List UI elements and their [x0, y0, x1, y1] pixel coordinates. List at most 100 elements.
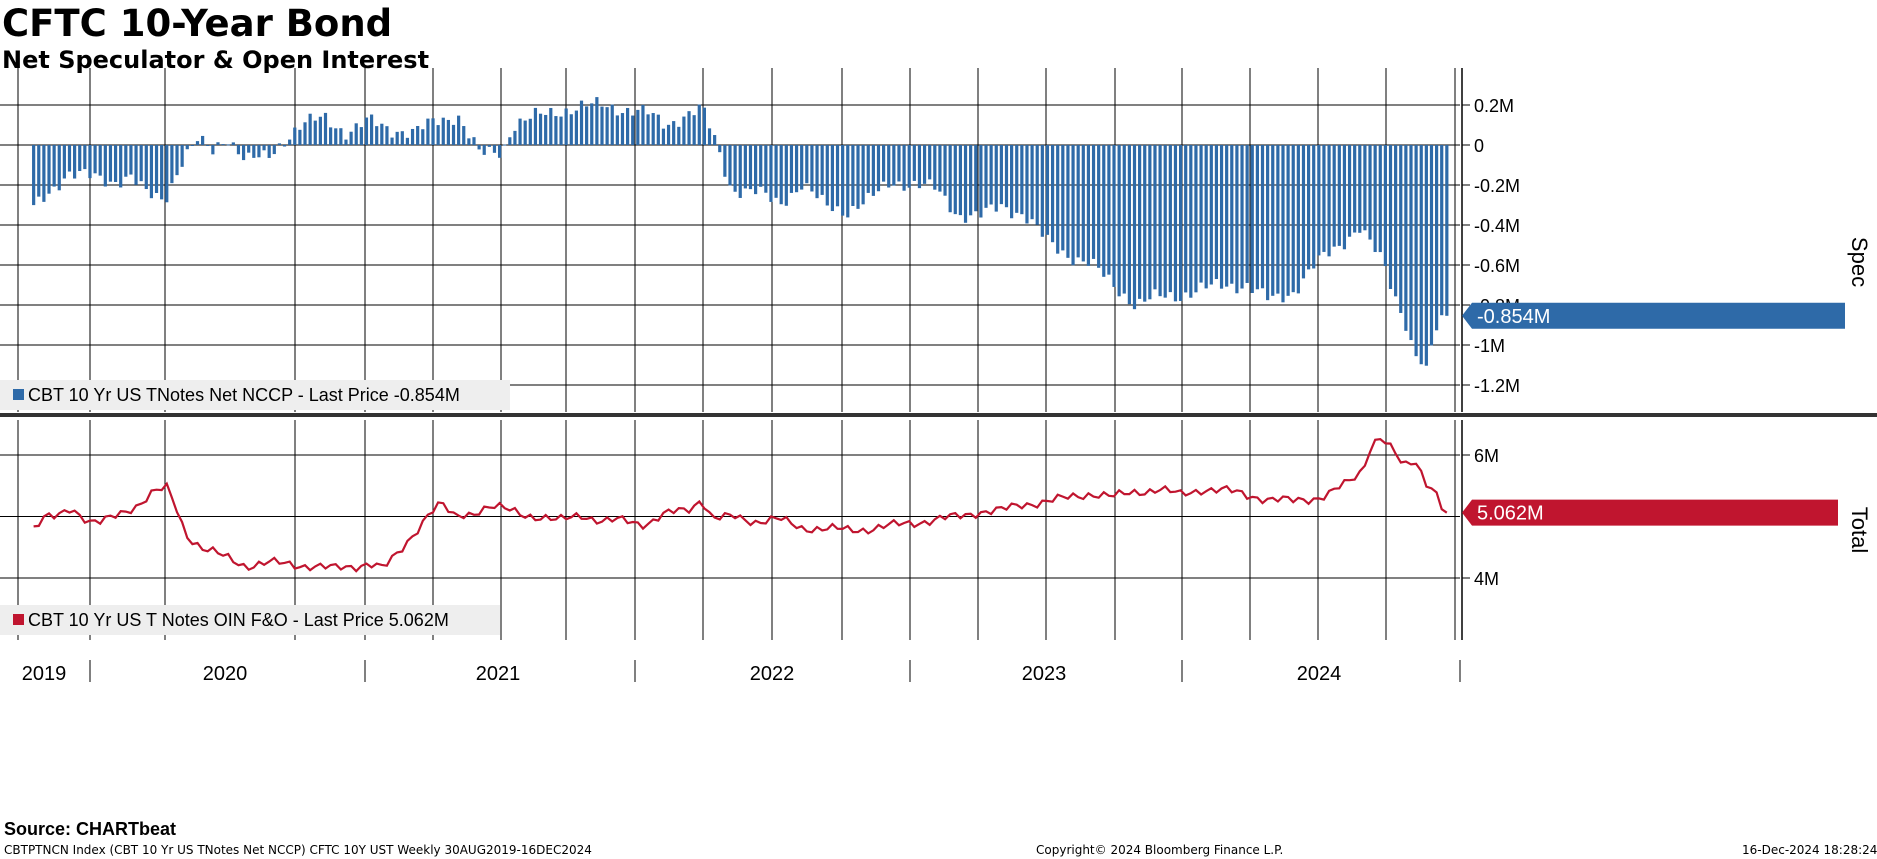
- spec-bar: [595, 97, 599, 145]
- spec-bar: [1102, 145, 1106, 277]
- spec-bar: [1081, 145, 1085, 262]
- spec-bar: [52, 145, 56, 187]
- spec-bar: [329, 127, 333, 145]
- spec-bar: [549, 107, 553, 145]
- spec-bar: [1404, 145, 1408, 331]
- oi-last-badge-text: 5.062M: [1477, 503, 1544, 525]
- spec-bar: [748, 145, 753, 190]
- spec-bar: [1394, 145, 1398, 297]
- spec-bar: [129, 145, 133, 175]
- spec-bar: [805, 145, 809, 184]
- xaxis-year-label: 2024: [1297, 663, 1342, 685]
- spec-bar: [1429, 145, 1434, 346]
- spec-bar: [789, 145, 794, 193]
- spec-bar: [702, 107, 706, 145]
- spec-bar: [272, 145, 276, 155]
- ytick-label-top: -0.2M: [1474, 176, 1520, 196]
- spec-bar: [1209, 145, 1213, 285]
- spec-bar: [958, 145, 963, 216]
- spec-bar: [344, 139, 348, 145]
- spec-bar: [1189, 145, 1193, 298]
- spec-bar: [185, 145, 189, 150]
- spec-bar: [1163, 145, 1167, 298]
- spec-bar: [774, 145, 778, 198]
- spec-bar: [369, 114, 374, 145]
- spec-bar: [93, 145, 97, 174]
- spec-bar: [1199, 145, 1203, 283]
- spec-bar: [544, 114, 548, 145]
- spec-bar: [1291, 145, 1295, 293]
- spec-bar: [201, 135, 205, 145]
- spec-bar: [769, 145, 773, 202]
- last-value-badges: -0.854M 5.062M: [1462, 302, 1845, 526]
- spec-last-badge-bg: [1462, 302, 1845, 329]
- spec-bar: [974, 145, 978, 212]
- spec-bar: [1178, 145, 1183, 301]
- spec-bar: [216, 142, 220, 145]
- spec-bar: [1097, 145, 1101, 268]
- spec-bar: [651, 113, 655, 145]
- spec-bar: [963, 145, 968, 223]
- spec-bar: [523, 120, 527, 145]
- spec-bar: [477, 145, 481, 150]
- spec-bar: [928, 145, 932, 180]
- spec-bar: [1317, 145, 1321, 256]
- spec-bar: [78, 145, 82, 172]
- spec-bar: [1173, 145, 1178, 302]
- spec-bar: [1112, 145, 1116, 287]
- spec-bar: [1342, 145, 1347, 250]
- spec-bar: [646, 114, 650, 145]
- grid-bottom: [0, 420, 1463, 640]
- source-label: Source: CHARTbeat: [4, 819, 177, 839]
- spec-bar: [677, 126, 681, 145]
- legend-bg-bottom: [0, 605, 500, 635]
- spec-bar: [1373, 145, 1377, 253]
- spec-bar: [1225, 145, 1229, 287]
- grid-top: [0, 68, 1877, 417]
- legends: CBT 10 Yr US TNotes Net NCCP - Last Pric…: [0, 380, 510, 635]
- spec-bar: [902, 145, 906, 191]
- spec-bar: [149, 145, 154, 199]
- spec-bar: [482, 145, 486, 155]
- yaxis-bottom: 6M 4M: [1462, 446, 1499, 589]
- spec-bar: [462, 126, 466, 145]
- spec-bar: [364, 117, 369, 145]
- spec-bar: [282, 145, 287, 147]
- spec-bar: [810, 145, 814, 192]
- spec-bar: [948, 145, 952, 213]
- spec-bar: [1122, 145, 1126, 294]
- spec-bar: [1138, 145, 1142, 299]
- yaxis-top: 0.2M0-0.2M-0.4M-0.6M-0.8M-1M-1.2M: [1462, 96, 1520, 396]
- spec-bar: [554, 116, 558, 145]
- spec-bar: [1301, 145, 1306, 279]
- spec-bar: [472, 137, 476, 145]
- spec-bar: [1271, 145, 1275, 296]
- panel-separator: [0, 413, 1877, 417]
- spec-bar: [897, 145, 901, 182]
- spec-bar: [538, 113, 543, 145]
- spec-bars: [32, 97, 1449, 366]
- spec-bar: [1414, 145, 1418, 357]
- spec-bar: [969, 145, 973, 216]
- spec-bar: [1086, 145, 1091, 266]
- spec-bar: [994, 145, 998, 212]
- spec-bar: [303, 122, 307, 145]
- spec-bar: [1050, 145, 1055, 243]
- spec-bar: [794, 145, 799, 193]
- spec-bar: [195, 141, 200, 145]
- spec-bar: [83, 145, 87, 170]
- spec-bar: [579, 100, 584, 145]
- spec-bar: [666, 124, 671, 145]
- spec-bar: [733, 145, 737, 192]
- spec-bar: [1004, 145, 1009, 208]
- spec-bar: [134, 145, 138, 185]
- copyright: Copyright© 2024 Bloomberg Finance L.P.: [1036, 843, 1284, 857]
- spec-bar: [1276, 145, 1280, 294]
- axis-titles: Spec Total: [1847, 237, 1872, 553]
- spec-bar: [380, 123, 384, 145]
- spec-bar: [1368, 145, 1372, 240]
- spec-bar: [1184, 145, 1188, 293]
- spec-bar: [298, 129, 302, 145]
- spec-bar: [600, 106, 604, 145]
- spec-bar: [999, 145, 1003, 205]
